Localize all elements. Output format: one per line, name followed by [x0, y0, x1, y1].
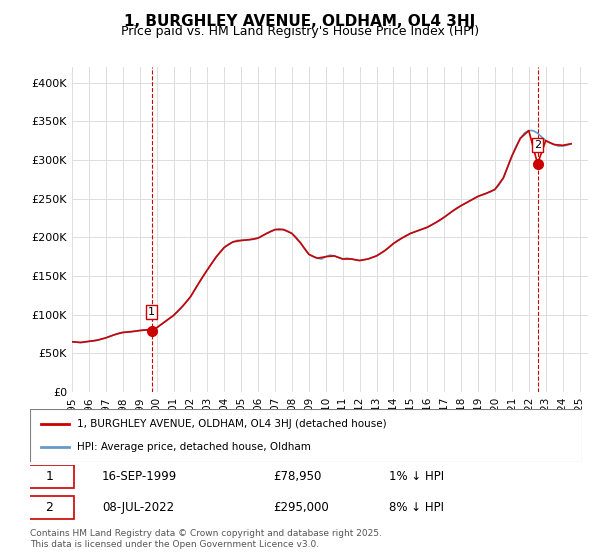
Text: 8% ↓ HPI: 8% ↓ HPI — [389, 501, 444, 514]
FancyBboxPatch shape — [25, 496, 74, 519]
Text: 1% ↓ HPI: 1% ↓ HPI — [389, 470, 444, 483]
Text: 2: 2 — [534, 140, 541, 150]
Text: £78,950: £78,950 — [273, 470, 321, 483]
Text: 1, BURGHLEY AVENUE, OLDHAM, OL4 3HJ: 1, BURGHLEY AVENUE, OLDHAM, OL4 3HJ — [124, 14, 476, 29]
Text: 1: 1 — [148, 307, 155, 317]
Text: Contains HM Land Registry data © Crown copyright and database right 2025.
This d: Contains HM Land Registry data © Crown c… — [30, 529, 382, 549]
Text: 08-JUL-2022: 08-JUL-2022 — [102, 501, 174, 514]
FancyBboxPatch shape — [30, 409, 582, 462]
FancyBboxPatch shape — [25, 465, 74, 488]
Text: 16-SEP-1999: 16-SEP-1999 — [102, 470, 177, 483]
Text: Price paid vs. HM Land Registry's House Price Index (HPI): Price paid vs. HM Land Registry's House … — [121, 25, 479, 38]
Text: HPI: Average price, detached house, Oldham: HPI: Average price, detached house, Oldh… — [77, 442, 311, 452]
Text: 1: 1 — [46, 470, 53, 483]
Text: £295,000: £295,000 — [273, 501, 329, 514]
Text: 2: 2 — [46, 501, 53, 514]
Text: 1, BURGHLEY AVENUE, OLDHAM, OL4 3HJ (detached house): 1, BURGHLEY AVENUE, OLDHAM, OL4 3HJ (det… — [77, 419, 386, 429]
